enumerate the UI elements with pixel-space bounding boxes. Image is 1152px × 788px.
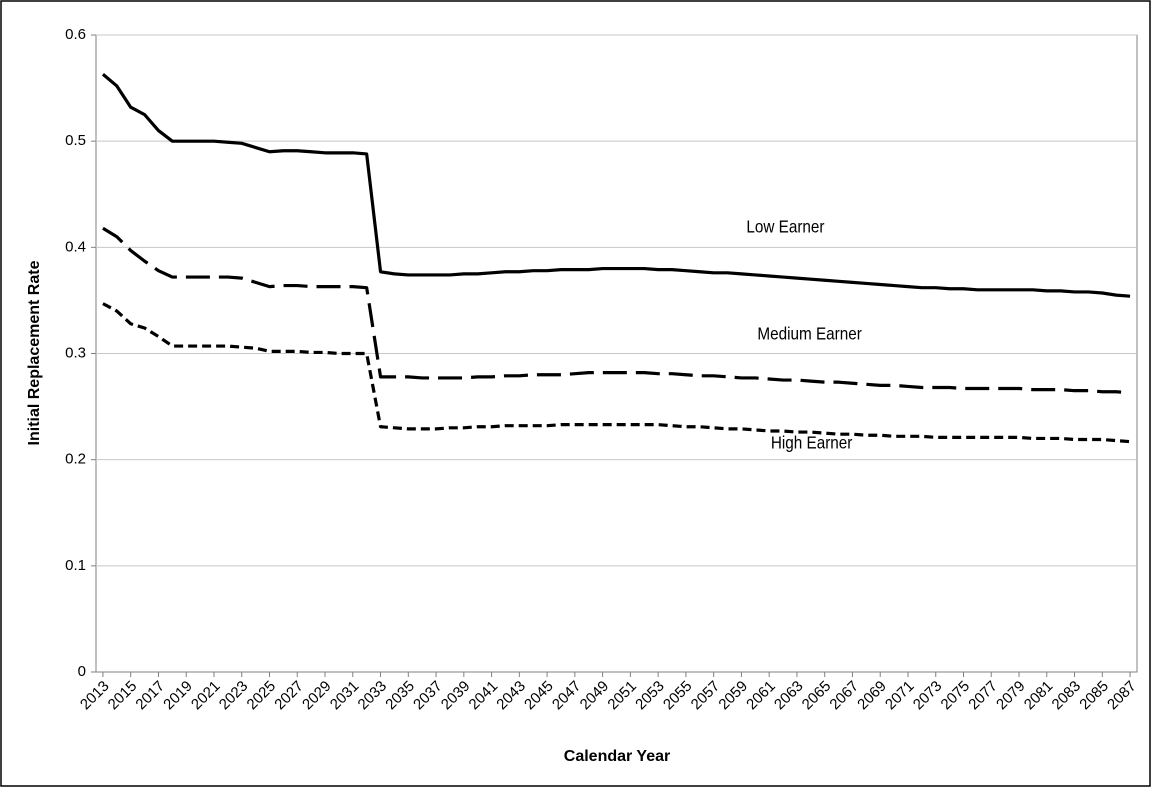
series-line	[102, 302, 1131, 444]
y-tick-label: 0.4	[65, 238, 86, 255]
series-line	[102, 226, 1131, 395]
y-tick-label: 0	[78, 663, 86, 680]
y-tick-label: 0.5	[65, 132, 86, 149]
y-tick-label: 0.1	[65, 557, 86, 574]
y-tick-label: 0.2	[65, 451, 86, 468]
series-line	[101, 73, 1131, 298]
x-axis-title: Calendar Year	[564, 748, 670, 765]
series-label: Medium Earner	[757, 324, 862, 344]
series-label: High Earner	[771, 433, 853, 453]
y-tick-label: 0.3	[65, 344, 86, 361]
series-label: Low Earner	[746, 217, 825, 237]
y-tick-label: 0.6	[65, 26, 86, 43]
y-axis-title: Initial Replacement Rate	[26, 260, 43, 445]
